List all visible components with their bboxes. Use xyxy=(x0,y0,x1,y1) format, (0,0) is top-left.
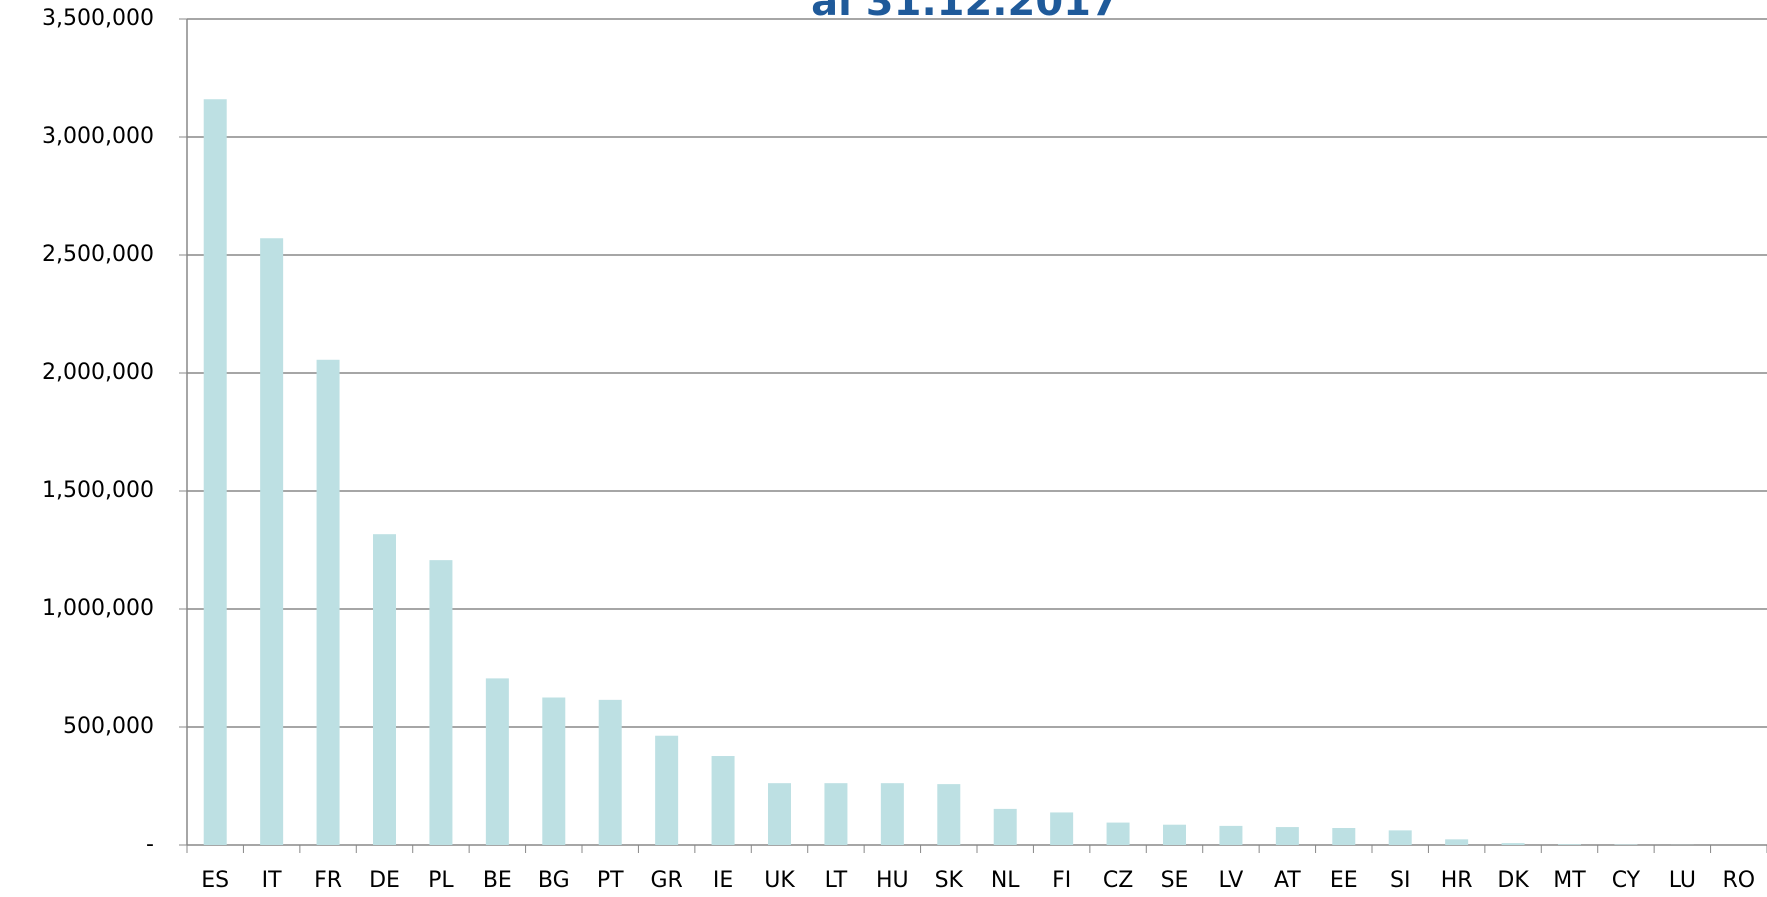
bar xyxy=(711,756,735,845)
x-tick-label: NL xyxy=(991,868,1020,893)
x-tick-label: FR xyxy=(314,868,342,893)
x-tick-label: ES xyxy=(201,868,229,893)
bar xyxy=(1332,828,1356,845)
bar xyxy=(824,783,848,845)
bar xyxy=(203,99,227,846)
chart-title: al 31.12.2017 xyxy=(811,0,1119,25)
x-tick-label: PL xyxy=(428,868,454,893)
x-tick-label: DK xyxy=(1497,868,1529,893)
bar xyxy=(542,697,566,845)
x-tick-label: SE xyxy=(1161,868,1189,893)
bar xyxy=(880,783,904,845)
bar xyxy=(1219,825,1243,845)
x-tick-label: BE xyxy=(483,868,512,893)
bar xyxy=(1445,839,1469,845)
y-tick-label: 2,500,000 xyxy=(42,242,154,267)
bar xyxy=(485,678,509,845)
x-tick-label: PT xyxy=(597,868,624,893)
x-tick-label: HU xyxy=(876,868,909,893)
x-tick-label: IT xyxy=(262,868,282,893)
y-tick-label: - xyxy=(146,832,154,857)
y-tick-label: 500,000 xyxy=(63,714,154,739)
x-tick-label: DE xyxy=(369,868,400,893)
x-tick-label: CY xyxy=(1612,868,1641,893)
bar xyxy=(1050,812,1074,845)
bar xyxy=(768,783,791,845)
y-tick-label: 1,000,000 xyxy=(42,596,154,621)
bar xyxy=(1501,843,1525,845)
y-tick-label: 3,000,000 xyxy=(42,124,154,149)
x-tick-label: MT xyxy=(1553,868,1586,893)
x-tick-label: LV xyxy=(1218,868,1243,893)
bar xyxy=(1558,844,1581,845)
bar xyxy=(1388,830,1412,845)
x-tick-label: HR xyxy=(1441,868,1473,893)
bar xyxy=(598,699,622,845)
bar xyxy=(1275,827,1299,845)
x-tick-label: SI xyxy=(1390,868,1410,893)
x-tick-label: FI xyxy=(1052,868,1071,893)
x-tick-label: BG xyxy=(538,868,570,893)
x-tick-label: LU xyxy=(1669,868,1696,893)
x-tick-label: AT xyxy=(1274,868,1301,893)
bar xyxy=(1163,824,1186,845)
x-tick-label: EE xyxy=(1330,868,1358,893)
x-tick-label: LT xyxy=(825,868,848,893)
x-tick-label: UK xyxy=(764,868,795,893)
x-tick-label: GR xyxy=(650,868,682,893)
x-tick-label: RO xyxy=(1722,868,1755,893)
bar xyxy=(993,808,1017,845)
bar xyxy=(260,238,284,845)
y-tick-label: 3,500,000 xyxy=(42,6,154,31)
x-tick-label: IE xyxy=(713,868,733,893)
y-tick-label: 2,000,000 xyxy=(42,360,154,385)
bar xyxy=(655,735,679,845)
bar xyxy=(316,359,340,845)
bar xyxy=(373,534,396,845)
bar xyxy=(1106,822,1130,845)
y-tick-label: 1,500,000 xyxy=(42,478,154,503)
x-tick-label: CZ xyxy=(1103,868,1133,893)
x-tick-label: SK xyxy=(935,868,964,893)
bar xyxy=(429,560,453,845)
bar xyxy=(937,784,961,845)
